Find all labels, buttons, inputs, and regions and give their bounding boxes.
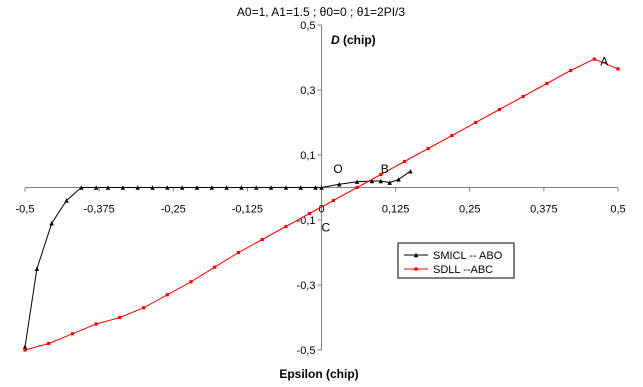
y-tick-label: -0,5	[297, 345, 316, 357]
data-point	[450, 133, 454, 138]
y-tick-label: -0,1	[297, 215, 316, 227]
data-point	[179, 185, 185, 190]
annotation-label: A	[600, 55, 608, 69]
data-point	[239, 185, 244, 190]
data-point	[308, 211, 312, 216]
data-point	[369, 178, 375, 184]
x-tick-label: -0,125	[232, 204, 263, 216]
x-axis-title: Epsilon (chip)	[279, 367, 358, 381]
data-point	[426, 146, 430, 151]
data-point	[142, 306, 146, 310]
x-tick-label: -0,5	[16, 204, 35, 216]
y-axis-title: D (chip)	[331, 33, 376, 47]
data-point	[34, 266, 40, 271]
legend-label: SMICL -- ABO	[433, 250, 503, 262]
annotation-label: B	[381, 162, 389, 176]
x-tick-label: 0,375	[530, 204, 558, 216]
data-point	[378, 178, 383, 184]
data-point	[354, 179, 360, 184]
data-point	[396, 177, 401, 182]
data-point	[408, 169, 413, 174]
data-point	[402, 159, 407, 164]
data-point	[118, 315, 122, 320]
data-point	[284, 224, 288, 229]
data-point	[70, 332, 75, 336]
y-axis-title-unit: (chip)	[340, 33, 376, 47]
x-tick-label: 0	[318, 204, 324, 216]
data-point	[47, 341, 51, 346]
y-tick-label: 0,5	[300, 20, 315, 32]
data-point	[254, 185, 259, 190]
data-point	[379, 172, 383, 177]
data-point	[413, 252, 419, 258]
legend-label: SDLL --ABC	[433, 264, 493, 276]
data-point	[387, 180, 392, 185]
data-point	[79, 185, 84, 190]
x-tick-label: 0,5	[610, 204, 625, 216]
data-point	[521, 94, 525, 99]
data-point	[189, 280, 193, 284]
data-point	[209, 185, 214, 190]
data-point	[22, 344, 28, 349]
legend: SMICL -- ABO SDLL --ABC	[397, 242, 515, 279]
data-point	[49, 221, 54, 226]
data-point	[319, 185, 324, 190]
series-1	[22, 169, 413, 349]
data-point	[236, 250, 241, 255]
data-point	[150, 185, 155, 190]
data-point	[355, 185, 359, 190]
data-point	[165, 293, 169, 297]
data-point	[592, 57, 596, 61]
data-point	[120, 185, 126, 190]
annotation-label: O	[333, 162, 342, 176]
series-line	[24, 170, 411, 347]
data-point	[337, 182, 342, 187]
y-tick-label: 0,1	[300, 150, 315, 162]
data-point	[224, 185, 229, 190]
data-point	[105, 185, 111, 190]
data-point	[64, 198, 69, 203]
x-tick-label: 0,125	[382, 204, 410, 216]
x-tick-label: -0,25	[161, 204, 186, 216]
annotations: A B O C	[322, 55, 609, 235]
data-point	[545, 81, 549, 86]
data-point	[194, 185, 200, 190]
axes: -0,5 -0,375 -0,25 -0,125 0 0,125 0,25 0,375 0,5 0…	[16, 20, 626, 357]
annotation-label: C	[322, 220, 331, 234]
legend-box	[397, 242, 515, 279]
data-point	[474, 120, 478, 125]
y-tick-label: 0,3	[300, 85, 315, 97]
data-point	[94, 322, 98, 326]
data-point	[414, 267, 418, 271]
series-group	[22, 57, 620, 352]
y-axis-title-italic: D	[331, 33, 340, 47]
series-2	[23, 57, 620, 352]
data-point	[135, 185, 140, 190]
x-tick-label: 0,25	[459, 204, 480, 216]
data-point	[616, 67, 620, 71]
data-point	[213, 265, 217, 269]
data-point	[283, 185, 289, 190]
series-line	[24, 58, 619, 351]
data-point	[268, 185, 274, 190]
data-point	[93, 185, 99, 190]
data-point	[298, 185, 303, 190]
data-point	[497, 107, 501, 112]
data-point	[260, 237, 264, 242]
chart-title: A0=1, A1=1.5 ; θ0=0 ; θ1=2PI/3	[237, 5, 405, 19]
data-point	[23, 348, 27, 352]
y-tick-label: -0,3	[297, 280, 316, 292]
data-point	[331, 198, 335, 203]
x-tick-label: -0,375	[84, 204, 115, 216]
data-point	[165, 185, 170, 190]
data-point	[568, 68, 573, 73]
data-point	[313, 185, 318, 190]
